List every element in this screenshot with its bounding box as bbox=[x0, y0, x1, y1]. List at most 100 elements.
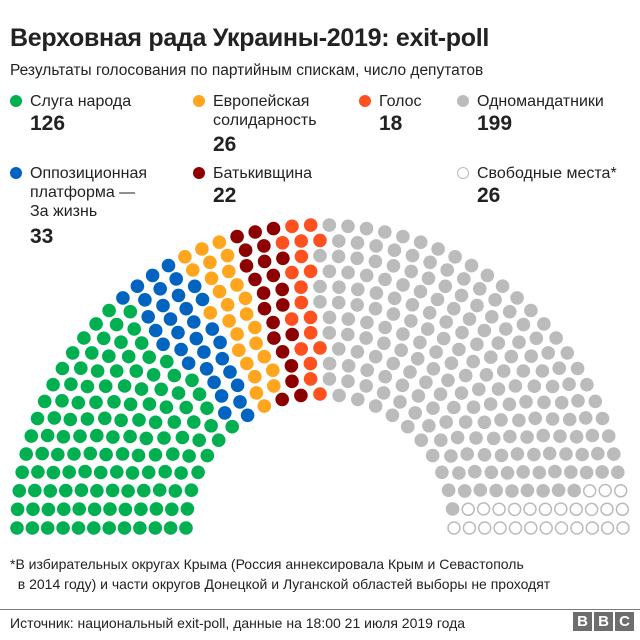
seat-dot bbox=[607, 447, 621, 461]
seat-dot bbox=[476, 502, 491, 516]
seat-dot bbox=[73, 429, 87, 444]
seat-dot bbox=[195, 242, 209, 256]
seat-dot bbox=[192, 433, 206, 448]
seat-dot bbox=[178, 249, 192, 264]
seat-dot bbox=[378, 225, 392, 239]
seat-dot bbox=[580, 377, 594, 392]
legend-value: 26 bbox=[477, 184, 501, 207]
seat-dot bbox=[163, 521, 178, 535]
seat-dot bbox=[303, 310, 318, 325]
seat-dot bbox=[239, 259, 254, 273]
seat-dot bbox=[454, 288, 469, 303]
seat-dot bbox=[430, 292, 445, 307]
seat-dot bbox=[148, 448, 163, 462]
seat-dot bbox=[71, 521, 86, 535]
legend-label: Оппозиционная платформа — За жизнь bbox=[30, 165, 147, 220]
seat-dot bbox=[233, 395, 247, 409]
seat-dot bbox=[117, 521, 132, 535]
seat-dot bbox=[74, 361, 88, 376]
seat-dot bbox=[461, 502, 475, 517]
seat-dot bbox=[46, 377, 60, 392]
seat-dot bbox=[105, 483, 120, 498]
seat-dot bbox=[85, 346, 99, 360]
seat-dot bbox=[564, 465, 578, 479]
seat-dot bbox=[359, 221, 374, 236]
seat-dot bbox=[43, 484, 58, 498]
seat-dot bbox=[12, 484, 27, 498]
seat-dot bbox=[549, 331, 563, 345]
seat-dot bbox=[491, 382, 506, 396]
seat-dot bbox=[110, 465, 124, 479]
seat-dot bbox=[313, 387, 327, 401]
seat-dot bbox=[240, 356, 254, 371]
seat-dot bbox=[516, 465, 530, 479]
seat-dot bbox=[395, 378, 410, 393]
seat-dot bbox=[78, 464, 92, 479]
seat-dot bbox=[141, 310, 155, 324]
seat-dot bbox=[212, 284, 227, 299]
seat-dot bbox=[396, 278, 410, 292]
seat-dot bbox=[137, 483, 151, 498]
seat-dot bbox=[341, 312, 356, 326]
seat-dot bbox=[98, 379, 113, 394]
seat-dot bbox=[87, 521, 101, 535]
legend-value: 22 bbox=[213, 184, 237, 207]
seat-dot bbox=[285, 374, 299, 389]
seat-dot bbox=[10, 521, 24, 535]
seat-dot bbox=[322, 326, 337, 340]
red-orange-dot-icon bbox=[359, 95, 371, 107]
seat-dot bbox=[74, 483, 89, 498]
seat-dot bbox=[360, 315, 374, 330]
seat-dot bbox=[405, 298, 420, 312]
seat-dot bbox=[460, 447, 475, 461]
seat-dot bbox=[516, 317, 531, 332]
seat-dot bbox=[67, 447, 81, 461]
seat-dot bbox=[106, 430, 120, 444]
seat-dot bbox=[230, 229, 244, 244]
seat-dot bbox=[248, 272, 262, 287]
seat-dot bbox=[524, 521, 538, 535]
seat-dot bbox=[477, 415, 492, 430]
seat-dot bbox=[436, 331, 451, 346]
seat-dot bbox=[187, 415, 201, 429]
seat-dot bbox=[303, 372, 318, 386]
seat-dot bbox=[123, 397, 138, 412]
seat-dot bbox=[313, 233, 327, 248]
seat-dot bbox=[332, 234, 346, 248]
seat-dot bbox=[351, 282, 365, 297]
seat-dot bbox=[516, 364, 531, 378]
seat-dot bbox=[30, 411, 45, 426]
seat-dot bbox=[117, 379, 132, 393]
seat-dot bbox=[285, 219, 299, 234]
seat-dot bbox=[368, 399, 383, 413]
orange-dot-icon bbox=[193, 95, 205, 107]
seat-dot bbox=[189, 331, 204, 346]
seat-dot bbox=[107, 395, 121, 409]
seat-dot bbox=[185, 373, 199, 388]
seat-dot bbox=[554, 502, 568, 516]
seat-dot bbox=[141, 465, 156, 480]
seat-dot bbox=[218, 406, 232, 420]
seat-dot bbox=[51, 447, 65, 462]
seat-dot bbox=[322, 356, 337, 371]
seat-dot bbox=[601, 429, 616, 443]
seat-dot bbox=[257, 399, 272, 413]
seat-dot bbox=[163, 312, 178, 326]
seat-dot bbox=[457, 272, 471, 286]
seat-dot bbox=[148, 323, 163, 338]
seat-dot bbox=[452, 342, 466, 357]
seat-dot bbox=[313, 341, 327, 355]
seat-dot bbox=[90, 428, 104, 443]
seat-dot bbox=[161, 258, 176, 273]
seat-dot bbox=[473, 282, 487, 296]
seat-dot bbox=[368, 254, 383, 269]
seat-dot bbox=[90, 364, 105, 378]
seat-dot bbox=[121, 484, 135, 498]
seat-dot bbox=[426, 362, 441, 376]
seat-dot bbox=[41, 502, 56, 517]
bbc-logo-letter: C bbox=[615, 612, 634, 631]
seat-dot bbox=[83, 446, 98, 461]
seat-dot bbox=[294, 280, 308, 295]
seat-dot bbox=[529, 331, 544, 346]
